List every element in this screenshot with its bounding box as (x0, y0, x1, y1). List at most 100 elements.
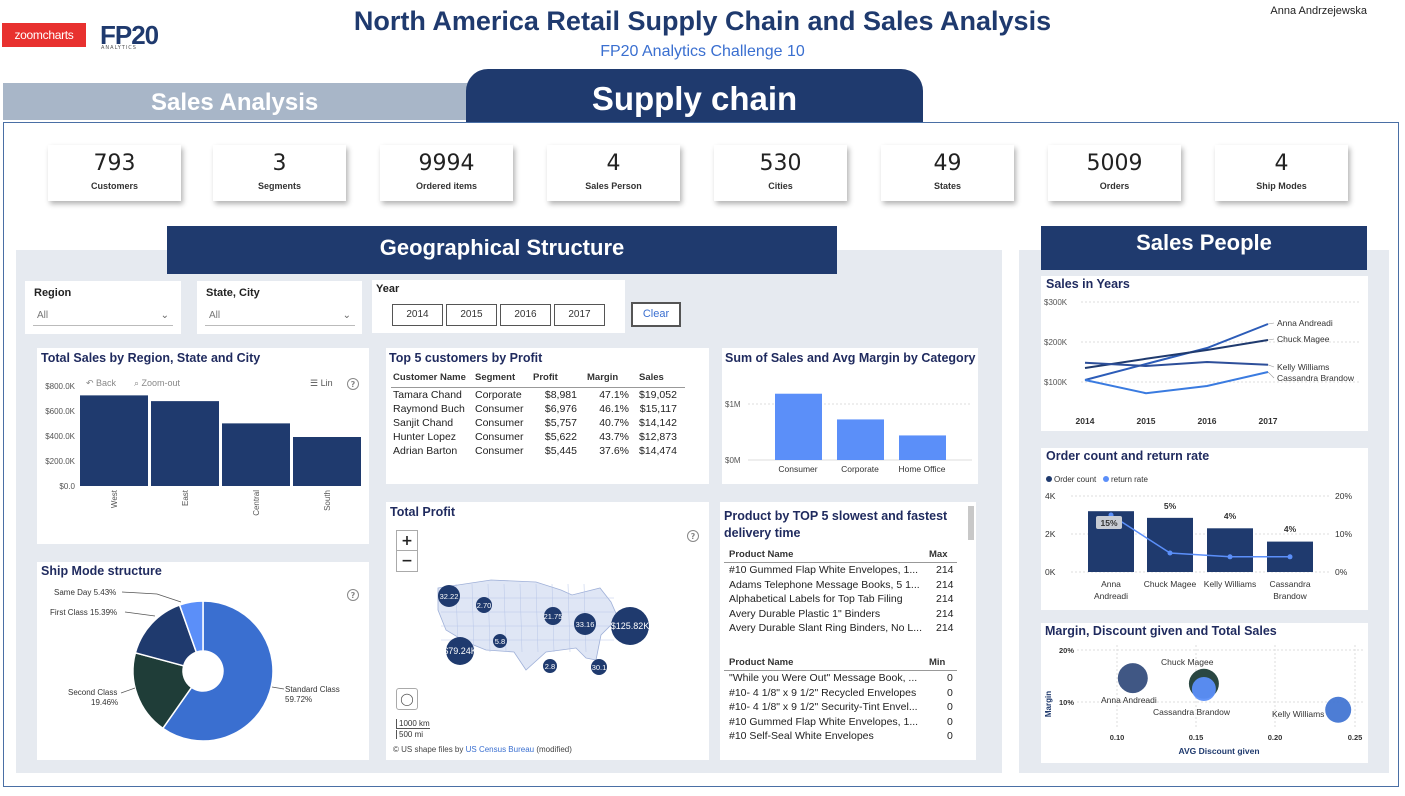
column-header[interactable]: Profit (533, 372, 558, 383)
max-product: Avery Durable Slant Ring Binders, No L..… (729, 622, 922, 634)
pie-label: Second Class (68, 688, 117, 697)
rate-label-box (1096, 516, 1122, 529)
zoom-out-map-button[interactable]: − (401, 553, 413, 569)
help-icon[interactable]: ? (347, 378, 359, 390)
profit-bubble (591, 659, 607, 675)
x-tick-label: Central (252, 490, 261, 516)
region-dropdown[interactable]: All ⌄ (33, 306, 173, 326)
pie-slice (178, 600, 204, 654)
rate-point (1227, 554, 1233, 560)
top5-card (386, 348, 709, 484)
table-row: Hunter Lopez Consumer $5,622 43.7% $12,873 (391, 430, 685, 444)
min-header-value[interactable]: Min (929, 657, 946, 668)
bubble-label: 33.16 (576, 620, 595, 629)
max-header-value[interactable]: Max (929, 549, 948, 560)
rate-point (1287, 554, 1293, 560)
column-header[interactable]: Sales (639, 372, 664, 383)
page-title: North America Retail Supply Chain and Sa… (353, 6, 1052, 36)
x-tick-label: East (181, 489, 190, 506)
state-border (535, 583, 539, 653)
ship-mode-title: Ship Mode structure (41, 564, 162, 578)
column-header[interactable]: Customer Name (393, 372, 466, 383)
help-icon[interactable]: ? (687, 530, 699, 542)
leader-line (121, 591, 182, 603)
clear-button[interactable]: Clear (631, 302, 681, 327)
max-product: Avery Durable Plastic 1" Binders (729, 607, 881, 620)
table-cell: Consumer (475, 403, 524, 415)
max-product: Alphabetical Labels for Top Tab Filing (729, 593, 903, 605)
kpi-value: 530 (759, 151, 802, 176)
x-tick-label: 0.15 (1189, 733, 1204, 742)
x-tick-label: 2016 (1198, 416, 1217, 426)
kpi-label: States (933, 181, 961, 191)
fp20-logo-sub: ANALYTICS (101, 45, 137, 51)
max-product: #10 Gummed Flap White Envelopes, 1... (729, 564, 919, 576)
x-tick-label: Kelly Williams (1204, 579, 1256, 589)
kpi-card: 5009 Orders (1048, 145, 1181, 201)
sales-years-chart: $300K $200K $100K 2014 2015 2016 2017 Anna Andr… (1044, 298, 1361, 426)
profit-map[interactable]: 32.22 2.70 21.75 33.16 $125.82K $79.24K 5.8 2.8… (386, 560, 709, 690)
y-tick-left: 0K (1045, 567, 1056, 577)
state-border (567, 583, 571, 653)
rate-label: 15% (1100, 518, 1117, 528)
zoom-in-button[interactable]: + (397, 531, 417, 551)
year-2017-button[interactable]: 2017 (554, 304, 605, 326)
table-row: Adrian Barton Consumer $5,445 37.6% $14,474 (391, 444, 685, 458)
help-icon[interactable]: ? (347, 589, 359, 601)
tab-sales-analysis[interactable]: Sales Analysis (3, 83, 468, 120)
zoom-out-button[interactable]: ⌕ Zoom-out (134, 378, 181, 388)
column-header[interactable]: Segment (475, 372, 516, 383)
y-tick-left: 2K (1045, 529, 1056, 539)
max-header-name[interactable]: Product Name (729, 549, 794, 560)
table-cell: 47.1% (599, 389, 629, 401)
x-tick-label: Chuck Magee (1144, 579, 1197, 589)
lin-toggle[interactable]: ☰ Lin (310, 378, 333, 388)
leader-line (271, 686, 285, 690)
y-tick-label: $100K (1044, 378, 1068, 387)
bar (1207, 528, 1253, 572)
bubble-label: 32.22 (440, 592, 459, 601)
lasso-icon[interactable]: ◯ (396, 688, 418, 710)
kpi-card: 3 Segments (213, 145, 346, 201)
table-cell: $5,757 (544, 417, 577, 429)
top5-table-grid: Customer Name Segment Profit Margin Sales Tam… (391, 370, 685, 458)
state-dropdown[interactable]: All ⌄ (205, 306, 355, 326)
y-tick-right: 10% (1335, 529, 1352, 539)
kpi-value: 793 (93, 151, 136, 176)
bubble-label: $79.24K (443, 646, 477, 656)
back-button[interactable]: ↶ Back (86, 378, 117, 388)
table-cell: Consumer (475, 417, 524, 429)
kpi-label: Orders (1099, 181, 1130, 191)
bar (837, 419, 884, 460)
year-2016-button[interactable]: 2016 (500, 304, 551, 326)
table-row: Sanjit Chand Consumer $5,757 40.7% $14,142 (391, 416, 685, 430)
credit-link[interactable]: US Census Bureau (465, 745, 535, 754)
scrollbar[interactable] (968, 506, 974, 540)
year-2015-button[interactable]: 2015 (446, 304, 497, 326)
bubble-label: 2.8 (545, 662, 555, 671)
pie-label: Same Day 5.43% (54, 588, 116, 597)
min-product: #10- 4 1/8" x 9 1/2" Recycled Envelopes (729, 686, 917, 699)
point-label: Anna Andreadi (1101, 695, 1157, 705)
series-line (1084, 360, 1269, 368)
table-cell: 43.7% (599, 431, 629, 443)
table-cell: $8,981 (544, 389, 577, 401)
tab-supply-chain[interactable]: Supply chain (466, 69, 923, 122)
min-product: "While you Were Out" Message Book, ... (729, 672, 918, 684)
pie-label: 59.72% (285, 695, 312, 704)
table-cell: Corporate (475, 389, 522, 401)
table-cell: Tamara Chand (393, 389, 462, 401)
sales-years-title: Sales in Years (1046, 277, 1130, 291)
series-line (1084, 371, 1269, 395)
min-header-name[interactable]: Product Name (729, 657, 794, 668)
table-cell: Adrian Barton (393, 445, 458, 457)
rate-label: 4% (1224, 511, 1237, 521)
y-tick-right: 20% (1335, 491, 1352, 501)
max-value: 214 (936, 607, 954, 620)
x-axis-label: AVG Discount given (1178, 746, 1259, 756)
y-tick-label: 10% (1059, 698, 1074, 707)
column-header[interactable]: Margin (587, 372, 619, 383)
kpi-value: 3 (272, 151, 287, 176)
leader-line (1267, 371, 1275, 379)
year-2014-button[interactable]: 2014 (392, 304, 443, 326)
